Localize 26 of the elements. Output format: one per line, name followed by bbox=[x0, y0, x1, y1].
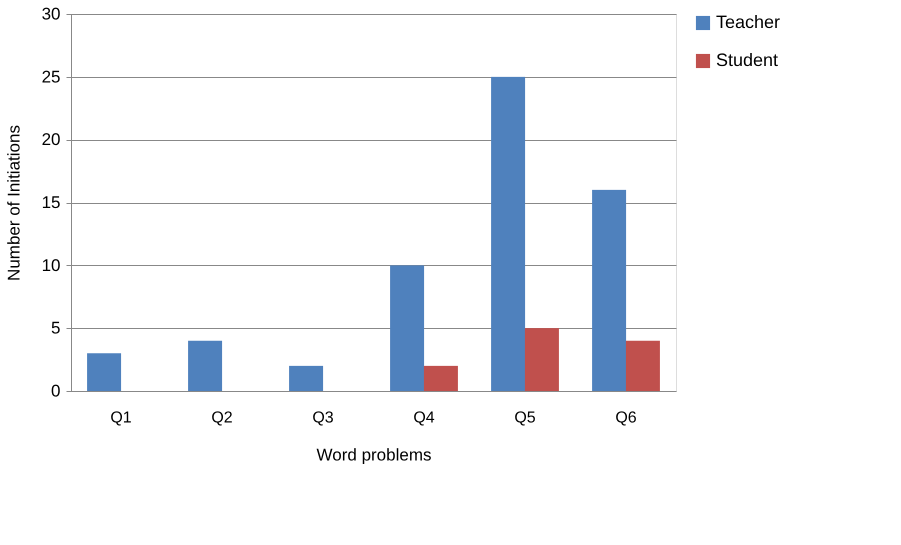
x-tick-label: Q5 bbox=[514, 410, 536, 426]
y-axis-title: Number of Initiations bbox=[4, 125, 24, 281]
x-axis-title: Word problems bbox=[316, 446, 432, 464]
x-tick-label: Q4 bbox=[413, 410, 435, 426]
y-tick-label: 0 bbox=[51, 382, 60, 400]
x-tick-label: Q2 bbox=[211, 410, 233, 426]
bar bbox=[524, 328, 559, 391]
legend-label: Student bbox=[716, 50, 778, 70]
x-tick-label: Q6 bbox=[615, 410, 637, 426]
bar bbox=[188, 340, 222, 391]
bar bbox=[592, 190, 626, 391]
y-tick-label: 25 bbox=[42, 67, 60, 86]
bar bbox=[491, 76, 526, 391]
x-tick-label: Q3 bbox=[312, 410, 334, 426]
y-tick-label: 5 bbox=[51, 318, 60, 338]
bar bbox=[424, 366, 458, 391]
bar bbox=[626, 340, 660, 391]
legend-label: Teacher bbox=[716, 12, 780, 32]
bar bbox=[87, 353, 122, 391]
y-tick-label: 30 bbox=[42, 4, 60, 24]
y-tick-label: 10 bbox=[42, 256, 60, 275]
y-tick-label: 20 bbox=[42, 130, 60, 150]
bar bbox=[289, 366, 324, 391]
bar bbox=[390, 265, 424, 391]
x-tick-label: Q1 bbox=[110, 410, 132, 426]
y-tick-label: 15 bbox=[42, 193, 60, 212]
